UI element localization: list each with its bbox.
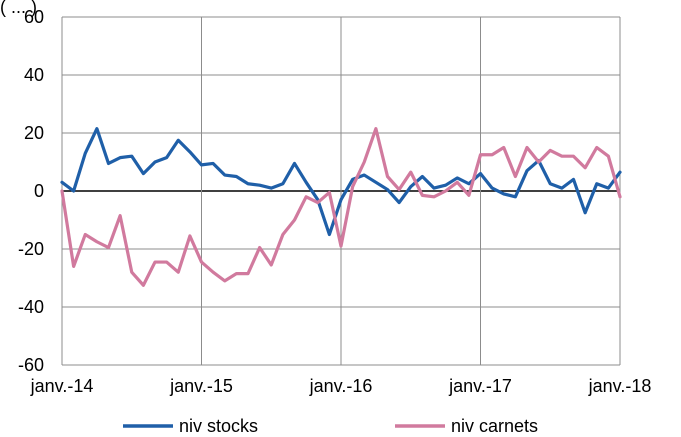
y-tick-label: 60 bbox=[24, 7, 44, 27]
legend-label: niv stocks bbox=[179, 416, 258, 436]
gridlines bbox=[61, 16, 621, 366]
y-tick-label: 0 bbox=[34, 181, 44, 201]
x-tick-label: janv.-15 bbox=[169, 376, 233, 396]
x-tick-label: janv.-16 bbox=[309, 376, 373, 396]
legend: niv stocks niv carnets bbox=[123, 416, 538, 436]
legend-label: niv carnets bbox=[451, 416, 538, 436]
x-tick-label: janv.-14 bbox=[30, 376, 94, 396]
y-tick-label: -40 bbox=[18, 297, 44, 317]
x-tick-label: janv.-18 bbox=[588, 376, 652, 396]
series-line-niv-carnets bbox=[60, 127, 622, 287]
chart-title-fragment: ( ... ) bbox=[0, 0, 37, 17]
series-line-niv-stocks bbox=[60, 127, 622, 237]
y-axis-tick-labels: 60 40 20 0 -20 -40 -60 bbox=[18, 7, 44, 375]
y-tick-label: -60 bbox=[18, 355, 44, 375]
y-tick-label: 20 bbox=[24, 123, 44, 143]
data-series-lines bbox=[60, 127, 622, 287]
x-tick-label: janv.-17 bbox=[448, 376, 512, 396]
y-tick-label: -20 bbox=[18, 239, 44, 259]
y-tick-label: 40 bbox=[24, 65, 44, 85]
x-axis-tick-labels: janv.-14 janv.-15 janv.-16 janv.-17 janv.-18 bbox=[30, 376, 652, 396]
